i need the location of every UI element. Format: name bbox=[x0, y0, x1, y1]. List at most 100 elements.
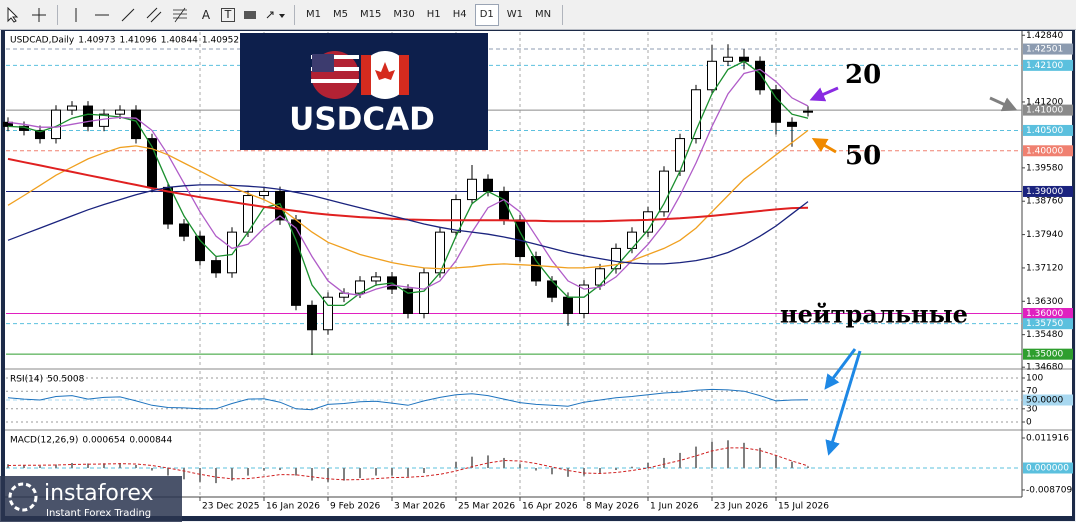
candle-body bbox=[627, 231, 637, 249]
fibo-tool[interactable] bbox=[169, 4, 191, 26]
timeframe-button[interactable]: H4 bbox=[452, 9, 467, 20]
arrows-tool[interactable] bbox=[265, 4, 287, 26]
flag-stripe bbox=[311, 79, 359, 83]
histogram-bar bbox=[615, 468, 617, 471]
ohlc-label: 1.41096 bbox=[119, 36, 156, 46]
channel-tool[interactable] bbox=[143, 4, 165, 26]
timeframe-button[interactable]: D1 bbox=[474, 3, 499, 26]
y-tick-label: 1.35480 bbox=[1026, 330, 1063, 340]
histogram-bar bbox=[807, 466, 809, 469]
level-label-box bbox=[1023, 318, 1073, 330]
x-tick-label: 25 Mar 2026 bbox=[458, 502, 515, 512]
level-label-box bbox=[1023, 59, 1073, 71]
histogram-bar bbox=[327, 468, 329, 482]
x-tick-label: 16 Apr 2026 bbox=[522, 502, 578, 512]
label-tool[interactable]: T bbox=[221, 7, 235, 22]
histogram-bar bbox=[183, 468, 185, 480]
histogram-bar bbox=[167, 468, 169, 476]
level-label: 1.35750 bbox=[1026, 319, 1063, 329]
histogram-bar bbox=[535, 468, 537, 471]
histogram-bar bbox=[567, 468, 569, 477]
level-label-box bbox=[1023, 394, 1073, 406]
trendline-tool[interactable] bbox=[117, 4, 139, 26]
histogram-bar bbox=[519, 464, 521, 469]
y-tick-label: 1.42840 bbox=[1026, 31, 1063, 41]
level-label: 0.000000 bbox=[1026, 464, 1069, 474]
y-tick-label: 1.36300 bbox=[1026, 297, 1063, 307]
candle-body bbox=[211, 260, 221, 274]
level-label: 1.40500 bbox=[1026, 126, 1063, 136]
histogram-bar bbox=[87, 463, 89, 469]
level-label: 1.36000 bbox=[1026, 309, 1063, 319]
candle-body bbox=[67, 105, 77, 111]
candle-body bbox=[403, 288, 413, 314]
watermark: instaforex Instant Forex Trading bbox=[0, 476, 182, 522]
text-tool[interactable]: A bbox=[201, 7, 211, 22]
candle-body bbox=[227, 231, 237, 274]
logo-title: USDCAD bbox=[289, 102, 435, 138]
flag-band bbox=[399, 55, 409, 95]
histogram-bar bbox=[311, 468, 313, 481]
annotation: нейтральные bbox=[780, 300, 968, 329]
arrow bbox=[811, 137, 837, 154]
histogram-bar bbox=[119, 462, 121, 469]
timeframe-button[interactable]: M1 bbox=[306, 9, 321, 20]
timeframe-button[interactable]: M30 bbox=[393, 9, 415, 20]
timeframe-button[interactable]: M15 bbox=[360, 9, 382, 20]
candle-body bbox=[723, 56, 733, 62]
candle-body bbox=[755, 60, 765, 91]
indicator-value: 0.000844 bbox=[129, 436, 172, 446]
level-label: 1.42100 bbox=[1026, 61, 1063, 71]
horizontal-line-tool[interactable] bbox=[91, 4, 113, 26]
signal-line bbox=[7, 447, 809, 481]
candle-body bbox=[771, 89, 781, 123]
timeframe-button[interactable]: MN bbox=[535, 9, 552, 20]
candle-body bbox=[595, 268, 605, 286]
histogram-bar bbox=[599, 468, 601, 474]
annotation: 20 bbox=[845, 60, 881, 90]
vertical-line-tool[interactable] bbox=[65, 4, 87, 26]
candle-body bbox=[371, 276, 381, 282]
x-tick-label: 23 Dec 2025 bbox=[202, 502, 260, 512]
candle-body bbox=[35, 129, 45, 140]
timeframe-button[interactable]: M5 bbox=[333, 9, 348, 20]
flag-canton bbox=[312, 54, 334, 72]
toolbar: A T M1 M5 M15 M30 H1 H4 D1 W1 MN bbox=[0, 0, 1076, 30]
ohlc-label: 1.40952 bbox=[202, 36, 239, 46]
x-tick-label: 1 Jun 2026 bbox=[650, 502, 699, 512]
histogram-bar bbox=[583, 468, 585, 476]
watermark-background bbox=[0, 476, 182, 522]
histogram-bar bbox=[343, 468, 345, 481]
indicator-line bbox=[7, 388, 809, 411]
y-tick-label: 1.38760 bbox=[1026, 197, 1063, 207]
candle-body bbox=[179, 223, 189, 237]
histogram-bar bbox=[71, 462, 73, 469]
timeframe-button[interactable]: H1 bbox=[426, 9, 441, 20]
shapes-tool[interactable] bbox=[239, 4, 261, 26]
histogram-bar bbox=[551, 468, 553, 475]
candle-body bbox=[659, 170, 669, 213]
crosshair-tool[interactable] bbox=[28, 4, 50, 26]
y-tick-label: 100 bbox=[1026, 373, 1043, 383]
y-tick-label: -0.008709 bbox=[1026, 485, 1072, 495]
histogram-bar bbox=[759, 447, 761, 469]
candle-body bbox=[115, 109, 125, 115]
histogram-bar bbox=[23, 464, 25, 469]
y-tick-label: 0 bbox=[1026, 418, 1032, 428]
histogram-bar bbox=[151, 468, 153, 471]
annotation: 50 bbox=[845, 141, 881, 171]
histogram-bar bbox=[503, 457, 505, 469]
timeframe-button[interactable]: W1 bbox=[506, 9, 524, 20]
histogram-bar bbox=[775, 455, 777, 469]
x-tick-label: 23 Jun 2026 bbox=[714, 502, 768, 512]
watermark-icon bbox=[8, 482, 38, 512]
cursor-tool[interactable] bbox=[2, 4, 24, 26]
indicator-label: MACD(12,26,9) bbox=[10, 436, 78, 446]
flag-band bbox=[361, 55, 371, 95]
level-label-box bbox=[1023, 348, 1073, 360]
y-tick-label: 1.39580 bbox=[1026, 163, 1063, 173]
histogram-bar bbox=[423, 468, 425, 474]
histogram-bar bbox=[743, 442, 745, 469]
level-label: 1.35000 bbox=[1026, 350, 1063, 360]
